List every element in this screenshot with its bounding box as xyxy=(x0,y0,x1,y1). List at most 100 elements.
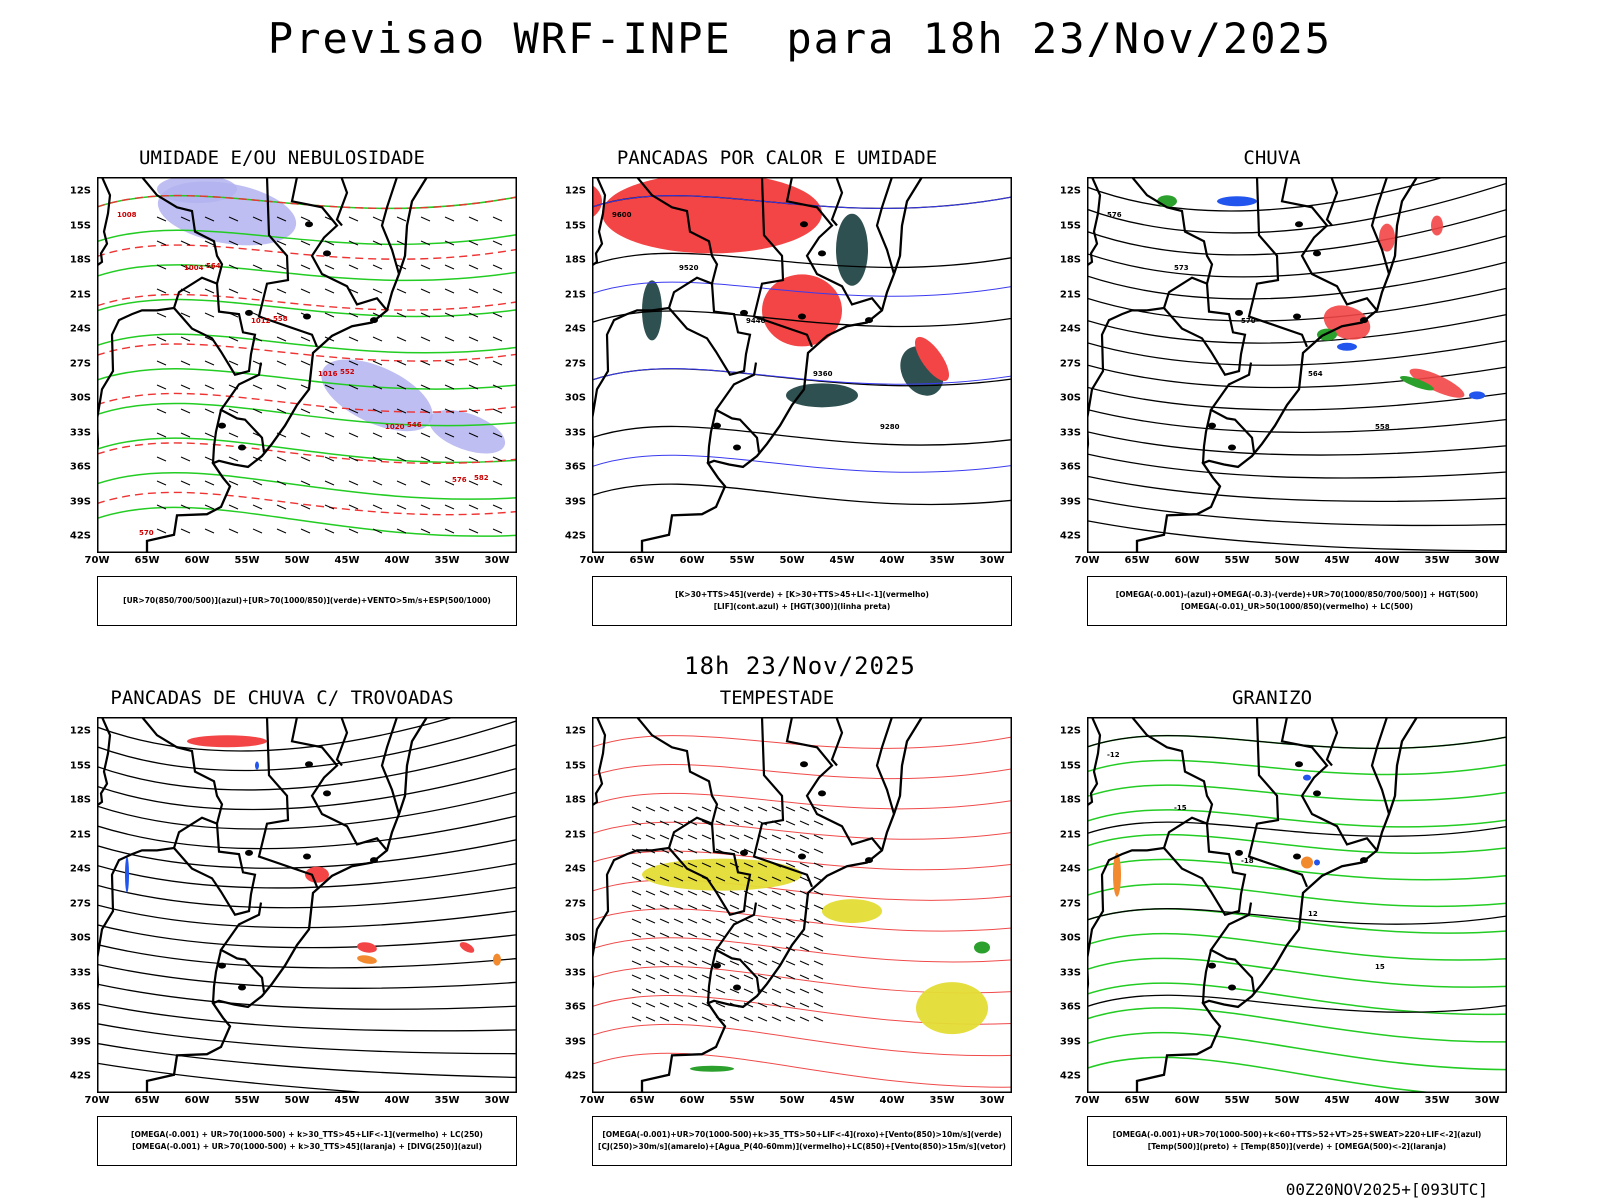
wind-arrow xyxy=(757,890,768,896)
wind-arrow xyxy=(813,904,824,910)
rain-fill-blue xyxy=(1217,196,1257,207)
wind-arrow xyxy=(348,312,359,318)
wind-arrow xyxy=(743,960,754,966)
lake-shape xyxy=(1360,317,1368,324)
contour-label: 564 xyxy=(1308,370,1323,378)
wind-arrow xyxy=(372,528,383,534)
contour-label: 570 xyxy=(1241,317,1256,325)
lon-tick-label: 35W xyxy=(1424,555,1450,566)
wind-arrow xyxy=(729,848,740,854)
lon-tick-label: 60W xyxy=(184,1095,210,1106)
wind-arrow xyxy=(156,384,167,390)
rain-fill-red xyxy=(1323,305,1371,340)
lon-tick-label: 45W xyxy=(829,1095,855,1106)
lon-tick-label: 45W xyxy=(334,555,360,566)
contour-line xyxy=(592,735,1012,749)
wind-arrow xyxy=(324,480,335,486)
lat-tick-label: 12S xyxy=(564,725,586,737)
panel-title: TEMPESTADE xyxy=(719,687,835,709)
lake-shape xyxy=(1228,984,1236,991)
wind-arrow xyxy=(372,456,383,462)
lon-tick-label: 30W xyxy=(979,1095,1005,1106)
wind-arrow xyxy=(757,806,768,812)
wind-arrow xyxy=(252,240,263,246)
wind-arrow xyxy=(715,918,726,924)
lon-tick-label: 65W xyxy=(629,1095,655,1106)
wind-arrow xyxy=(300,528,311,534)
wind-arrow xyxy=(701,918,712,924)
wind-arrow xyxy=(180,240,191,246)
wind-arrow xyxy=(420,432,431,438)
wind-arrow xyxy=(687,834,698,840)
wind-arrow xyxy=(687,862,698,868)
wind-arrow xyxy=(348,408,359,414)
lat-tick-label: 36S xyxy=(564,461,586,473)
wind-arrow xyxy=(324,288,335,294)
wind-arrow xyxy=(300,456,311,462)
wind-arrow xyxy=(372,264,383,270)
wind-arrow xyxy=(156,240,167,246)
divergence-fill-blue xyxy=(125,856,129,893)
wind-arrow xyxy=(799,904,810,910)
wind-arrow xyxy=(659,904,670,910)
lake-shape xyxy=(245,849,253,856)
wind-arrow xyxy=(396,384,407,390)
wind-arrow xyxy=(444,408,455,414)
streamline xyxy=(97,1042,517,1079)
wind-arrow xyxy=(631,890,642,896)
wind-arrow xyxy=(348,240,359,246)
wind-arrow xyxy=(420,408,431,414)
lat-tick-label: 15S xyxy=(564,760,586,771)
wind-arrow xyxy=(492,240,503,246)
rain-fill-green xyxy=(1400,375,1434,391)
lon-tick-label: 70W xyxy=(84,555,110,566)
lat-axis: 12S 15S 18S 21S 24S 27S 30S 33S 36S 39S 42S xyxy=(542,717,590,1093)
lon-tick-label: 70W xyxy=(1074,1095,1100,1106)
wind-arrow xyxy=(645,806,656,812)
streamline xyxy=(97,815,517,850)
wind-arrow xyxy=(204,288,215,294)
lat-tick-label: 12S xyxy=(1059,185,1081,197)
lake-shape xyxy=(798,853,806,860)
wind-arrow xyxy=(645,946,656,952)
contour-label: 546 xyxy=(407,421,422,429)
contour-label: 9360 xyxy=(813,370,833,378)
lat-tick-label: 12S xyxy=(69,185,91,197)
wind-arrow xyxy=(729,932,740,938)
wind-arrow xyxy=(771,988,782,994)
wind-arrow xyxy=(252,216,263,222)
wind-arrow xyxy=(276,336,287,342)
streamline xyxy=(97,904,517,929)
wind-arrow xyxy=(659,960,670,966)
streamline xyxy=(1087,340,1507,366)
wind-arrow xyxy=(813,820,824,826)
contour-label: -15 xyxy=(1174,804,1187,812)
streamline xyxy=(97,791,517,830)
wind-arrow xyxy=(228,528,239,534)
wind-arrow xyxy=(813,1016,824,1022)
wind-arrow xyxy=(372,240,383,246)
contour-line xyxy=(1087,957,1507,988)
wind-arrow xyxy=(687,960,698,966)
contour-label: 570 xyxy=(139,529,154,537)
lat-tick-label: 30S xyxy=(564,932,586,944)
wind-arrow xyxy=(300,480,311,486)
country-border xyxy=(875,717,896,815)
contour-line xyxy=(592,310,1012,328)
wind-arrow xyxy=(180,432,191,438)
wind-arrow xyxy=(228,240,239,246)
wind-arrow xyxy=(420,480,431,486)
wind-arrow xyxy=(468,480,479,486)
contour-line xyxy=(97,333,517,354)
lon-tick-label: 70W xyxy=(1074,555,1100,566)
east-coastline xyxy=(1135,717,1419,1093)
lat-tick-label: 18S xyxy=(1059,794,1081,806)
divergence-fill-blue xyxy=(255,761,259,770)
contour-line xyxy=(592,454,1012,473)
country-border xyxy=(1087,717,1102,807)
country-border xyxy=(211,949,223,1004)
lat-axis: 12S 15S 18S 21S 24S 27S 30S 33S 36S 39S 42S xyxy=(1037,717,1085,1093)
wind-arrow xyxy=(420,216,431,222)
country-border xyxy=(219,362,266,453)
wind-arrow xyxy=(771,848,782,854)
